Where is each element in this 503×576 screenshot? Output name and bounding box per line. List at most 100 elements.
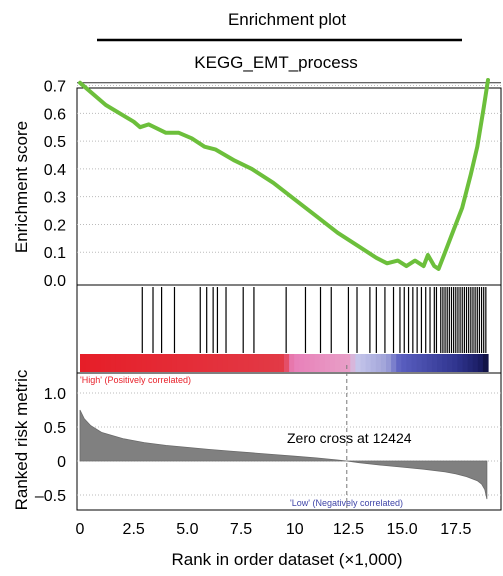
heatmap-cell bbox=[294, 354, 300, 372]
heatmap-cell bbox=[207, 354, 214, 372]
x-tick-label: 15.0 bbox=[387, 521, 418, 538]
zero-cross-label: Zero cross at 12424 bbox=[287, 430, 412, 446]
heatmap-cell bbox=[477, 354, 484, 372]
x-tick-label: 0 bbox=[76, 521, 85, 538]
heatmap-cell bbox=[166, 354, 173, 372]
es-y-axis: 0.0 0.1 0.2 0.3 0.4 0.5 0.6 0.7 bbox=[44, 79, 66, 290]
heatmap-cell bbox=[335, 354, 341, 372]
heatmap-cell bbox=[329, 354, 336, 372]
heatmap-cell bbox=[457, 354, 464, 372]
heatmap-cell bbox=[105, 354, 112, 372]
heatmap-cell bbox=[222, 354, 229, 372]
hit-lines bbox=[141, 287, 487, 353]
metric-y-tick-label: 1.0 bbox=[44, 386, 66, 403]
es-y-tick-label: 0.2 bbox=[44, 217, 66, 234]
es-line-layer bbox=[78, 78, 490, 271]
heatmap-cell bbox=[396, 354, 402, 372]
x-axis-label: Rank in order dataset (×1,000) bbox=[171, 550, 402, 569]
heatmap-cell bbox=[355, 354, 362, 372]
heatmap-cell bbox=[80, 354, 86, 372]
heatmap-cell bbox=[278, 354, 285, 372]
heatmap-cell bbox=[431, 354, 438, 372]
x-tick-label: 7.5 bbox=[230, 521, 252, 538]
heatmap-cell bbox=[90, 354, 96, 372]
heatmap-cell bbox=[401, 354, 407, 372]
heatmap-cell bbox=[100, 354, 107, 372]
metric-area bbox=[79, 409, 488, 500]
heatmap-cell bbox=[233, 354, 239, 372]
heatmap-cell bbox=[238, 354, 244, 372]
heatmap-cell bbox=[125, 354, 132, 372]
metric-area-layer bbox=[79, 409, 488, 500]
heatmap-cell bbox=[350, 354, 356, 372]
heatmap-cell bbox=[309, 354, 316, 372]
heatmap-cell bbox=[365, 354, 372, 372]
heatmap-cell bbox=[304, 354, 311, 372]
heatmap-cell bbox=[416, 354, 423, 372]
heatmap-cell bbox=[115, 354, 122, 372]
figure-title: Enrichment plot bbox=[228, 10, 346, 29]
heatmap-cell bbox=[314, 354, 321, 372]
heatmap-cell bbox=[192, 354, 198, 372]
heatmap-cell bbox=[467, 354, 474, 372]
x-tick-label: 2.5 bbox=[123, 521, 145, 538]
es-y-tick-label: 0.4 bbox=[44, 162, 66, 179]
es-curve bbox=[78, 78, 490, 271]
heatmap-cell bbox=[421, 354, 428, 372]
x-tick-label: 10 bbox=[286, 521, 304, 538]
es-panel-frame bbox=[76, 87, 502, 286]
heatmap-cell bbox=[258, 354, 265, 372]
heatmap-cell bbox=[243, 354, 249, 372]
heatmap-cell bbox=[447, 354, 453, 372]
heatmap-cell bbox=[375, 354, 382, 372]
heatmap-cell bbox=[217, 354, 224, 372]
metric-y-tick-label: 0 bbox=[57, 454, 66, 471]
heatmap-cell bbox=[156, 354, 163, 372]
heatmap-cell bbox=[176, 354, 183, 372]
heatmap-cell bbox=[187, 354, 193, 372]
heatmap-cell bbox=[151, 354, 158, 372]
heatmap-cell bbox=[462, 354, 469, 372]
heatmap-cell bbox=[146, 354, 152, 372]
heatmap-cell bbox=[380, 354, 387, 372]
heatmap-cell bbox=[284, 354, 290, 372]
es-y-tick-label: 0.0 bbox=[44, 273, 66, 290]
heatmap-cell bbox=[212, 354, 219, 372]
es-y-label: Enrichment score bbox=[12, 121, 31, 253]
heatmap-cell bbox=[340, 354, 346, 372]
heatmap-cell bbox=[110, 354, 117, 372]
gene-set-title: KEGG_EMT_process bbox=[194, 53, 357, 72]
heatmap-cell bbox=[289, 354, 295, 372]
heatmap-cell bbox=[248, 354, 254, 372]
heatmap-cell bbox=[319, 354, 326, 372]
heatmap-cell bbox=[202, 354, 209, 372]
heatmap-cell bbox=[324, 354, 331, 372]
heatmap-cell bbox=[85, 354, 91, 372]
es-y-tick-label: 0.6 bbox=[44, 106, 66, 123]
heatmap-cell bbox=[437, 354, 443, 372]
heatmap-cell bbox=[131, 354, 137, 372]
heatmap-cell bbox=[406, 354, 413, 372]
es-grid bbox=[77, 82, 501, 253]
heatmap-cell bbox=[391, 354, 397, 372]
heatmap-cell bbox=[442, 354, 448, 372]
heatmap-cell bbox=[273, 354, 280, 372]
heatmap-cell bbox=[120, 354, 127, 372]
heatmap-cell bbox=[161, 354, 168, 372]
heatmap-cell bbox=[197, 354, 203, 372]
heatmap-cell bbox=[299, 354, 305, 372]
heatmap-cell bbox=[227, 354, 234, 372]
low-label: 'Low' (Negatively correlated) bbox=[290, 498, 403, 508]
heatmap-cell bbox=[370, 354, 377, 372]
es-y-tick-label: 0.3 bbox=[44, 190, 66, 207]
heatmap-cell bbox=[426, 354, 433, 372]
metric-y-label: Ranked risk metric bbox=[12, 369, 31, 510]
es-y-tick-label: 0.5 bbox=[44, 134, 66, 151]
heatmap-cell bbox=[452, 354, 458, 372]
metric-y-tick-label: 0.5 bbox=[44, 420, 66, 437]
ranking-heatmap bbox=[80, 354, 489, 372]
heatmap-cell bbox=[95, 354, 101, 372]
heatmap-cell bbox=[482, 354, 489, 372]
heatmap-cell bbox=[268, 354, 275, 372]
